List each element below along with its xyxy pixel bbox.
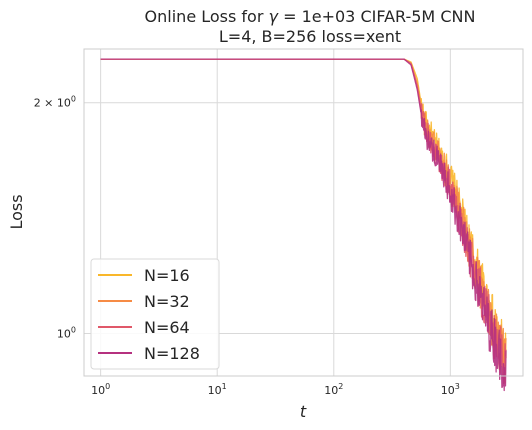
legend-items: N=16 N=32 N=64 N=128 [98,266,200,363]
y-tick-labels: 2 × 100 100 [34,95,76,341]
legend-label: N=128 [144,344,200,363]
legend-label: N=16 [144,266,190,285]
plot-frame [83,48,524,377]
chart-title-line2: L=4, B=256 loss=xent [219,27,401,46]
legend-label: N=64 [144,318,190,337]
chart-title-line1: Online Loss for γ = 1e+03 CIFAR-5M CNN [145,7,476,26]
series-line-n-128 [100,58,507,392]
legend-box [90,258,220,370]
y-tick-label: 2 × 100 [34,95,76,110]
x-tick-label: 100 [91,382,110,397]
x-axis-label: t [300,402,307,421]
legend-label: N=32 [144,292,190,311]
y-axis-label: Loss [7,194,26,229]
x-tick-labels: 100 101 102 103 [91,382,460,397]
x-tick-label: 102 [324,382,343,397]
series-layer [100,58,507,392]
x-tick-label: 103 [441,382,460,397]
legend: N=16 N=32 N=64 N=128 [90,258,220,370]
x-tick-label: 101 [208,382,227,397]
y-tick-label: 100 [57,325,76,340]
